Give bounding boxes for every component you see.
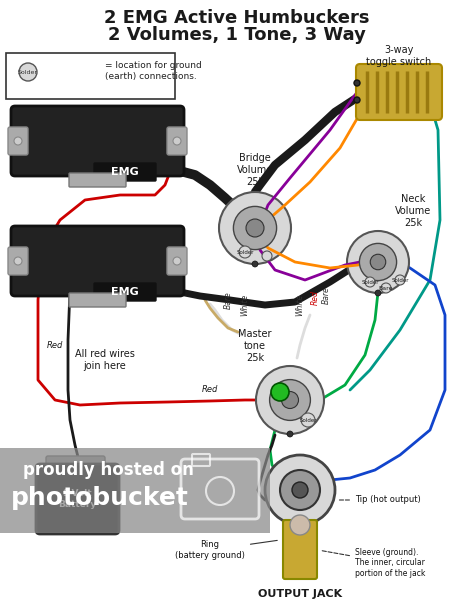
Circle shape <box>173 257 181 265</box>
Text: Bare: Bare <box>224 291 233 309</box>
Text: Tip (hot output): Tip (hot output) <box>338 495 421 504</box>
Text: Solder: Solder <box>236 250 254 255</box>
Circle shape <box>252 261 258 267</box>
Text: White: White <box>295 294 304 316</box>
Circle shape <box>14 137 22 145</box>
FancyBboxPatch shape <box>6 53 175 99</box>
Circle shape <box>381 283 391 293</box>
Circle shape <box>359 243 397 280</box>
FancyBboxPatch shape <box>0 448 270 533</box>
Circle shape <box>256 366 324 434</box>
Text: White: White <box>240 294 249 316</box>
Text: Solder: Solder <box>18 69 38 74</box>
Circle shape <box>282 392 299 409</box>
Circle shape <box>301 413 315 427</box>
Circle shape <box>354 80 360 86</box>
FancyBboxPatch shape <box>36 464 119 534</box>
Circle shape <box>173 137 181 145</box>
Text: = location for ground
(earth) connections.: = location for ground (earth) connection… <box>105 61 202 81</box>
Circle shape <box>347 231 409 293</box>
Circle shape <box>290 515 310 535</box>
Text: Bare: Bare <box>379 286 393 291</box>
Text: Solder: Solder <box>361 280 379 285</box>
Text: Bridge
Volume
25k: Bridge Volume 25k <box>237 153 273 187</box>
Circle shape <box>280 470 320 510</box>
FancyBboxPatch shape <box>8 247 28 275</box>
FancyBboxPatch shape <box>167 127 187 155</box>
Circle shape <box>19 63 37 81</box>
FancyBboxPatch shape <box>356 64 442 120</box>
Text: 2 Volumes, 1 Tone, 3 Way: 2 Volumes, 1 Tone, 3 Way <box>108 26 366 44</box>
Text: Ring
(battery ground): Ring (battery ground) <box>175 540 277 559</box>
FancyBboxPatch shape <box>94 163 156 181</box>
Text: All red wires
join here: All red wires join here <box>75 349 135 371</box>
Text: Sleeve (ground).
The inner, circular
portion of the jack: Sleeve (ground). The inner, circular por… <box>321 548 425 578</box>
Text: Red: Red <box>47 340 63 349</box>
FancyBboxPatch shape <box>283 520 317 579</box>
Circle shape <box>395 275 405 285</box>
Text: Neck
Volume
25k: Neck Volume 25k <box>395 195 431 228</box>
Text: photobucket: photobucket <box>11 486 189 510</box>
FancyBboxPatch shape <box>11 106 184 176</box>
Text: EMG: EMG <box>111 167 139 177</box>
FancyBboxPatch shape <box>46 456 105 472</box>
Circle shape <box>246 219 264 237</box>
Text: OUTPUT JACK
(stereo): OUTPUT JACK (stereo) <box>258 589 342 599</box>
Text: Solder: Solder <box>391 277 409 283</box>
FancyBboxPatch shape <box>69 293 126 307</box>
Circle shape <box>365 277 375 287</box>
Circle shape <box>14 257 22 265</box>
FancyBboxPatch shape <box>11 226 184 296</box>
Circle shape <box>354 97 360 103</box>
Circle shape <box>292 482 308 498</box>
Circle shape <box>370 254 386 270</box>
FancyBboxPatch shape <box>8 127 28 155</box>
Circle shape <box>219 192 291 264</box>
Circle shape <box>271 383 289 401</box>
FancyBboxPatch shape <box>167 247 187 275</box>
Text: Master
tone
25k: Master tone 25k <box>238 329 272 362</box>
Text: 2 EMG Active Humbuckers: 2 EMG Active Humbuckers <box>104 9 370 27</box>
Text: Red: Red <box>310 291 319 305</box>
Circle shape <box>265 455 335 525</box>
Text: 9-Volt
Battery: 9-Volt Battery <box>58 489 96 509</box>
Circle shape <box>270 380 310 420</box>
Text: Red: Red <box>202 386 218 395</box>
Circle shape <box>233 207 277 250</box>
FancyBboxPatch shape <box>94 283 156 301</box>
Text: Solder: Solder <box>299 418 317 422</box>
FancyBboxPatch shape <box>69 173 126 187</box>
Text: EMG: EMG <box>111 287 139 297</box>
Text: proudly hosted on: proudly hosted on <box>23 461 193 479</box>
Circle shape <box>287 431 293 437</box>
Text: 3-way
toggle switch: 3-way toggle switch <box>366 45 432 67</box>
Circle shape <box>262 251 272 261</box>
Circle shape <box>239 246 251 258</box>
Circle shape <box>375 290 381 296</box>
Text: Bare: Bare <box>321 286 330 304</box>
